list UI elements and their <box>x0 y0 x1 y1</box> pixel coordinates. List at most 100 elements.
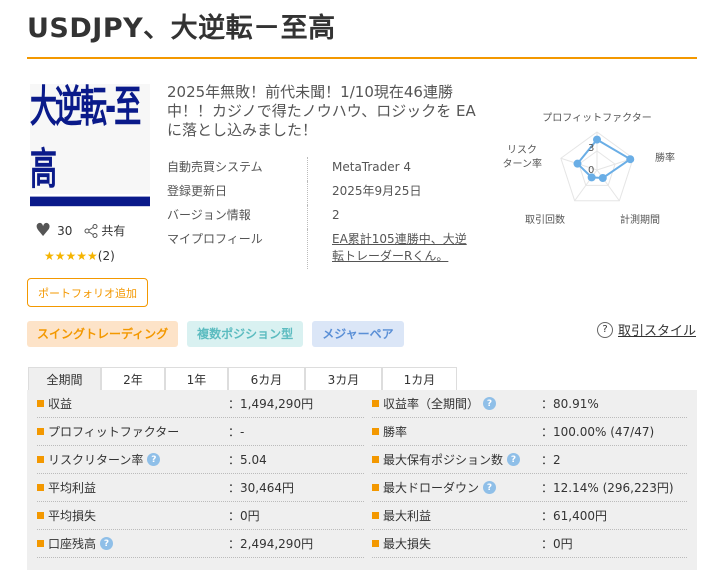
stat-row: リスクリターン率? ：5.04 <box>37 446 364 474</box>
radar-point <box>593 135 601 144</box>
radar-point <box>587 173 596 182</box>
stat-label: 最大保有ポジション数 <box>383 453 504 467</box>
radar-axis-label: 計測期間 <box>620 213 660 226</box>
stat-label: 最大損失 <box>383 537 432 551</box>
stat-row: 最大利益 ：61,400円 <box>372 502 687 530</box>
tag-list: スイングトレーディング 複数ポジション型 メジャーペア <box>27 321 404 347</box>
stat-value: ：2,494,290円 <box>228 537 314 551</box>
radar-point <box>598 173 607 182</box>
radar-grid <box>578 150 616 186</box>
profile-link[interactable]: EA累計105連勝中、大逆転トレーダーRくん。 <box>332 232 467 263</box>
help-icon[interactable]: ? <box>507 453 521 466</box>
tab-1m[interactable]: 1カ月 <box>382 367 457 391</box>
info-value: MetaTrader 4 <box>307 157 477 181</box>
heart-icon: ♥ <box>35 220 52 241</box>
stat-label: プロフィットファクター <box>48 425 180 439</box>
tag-major-pair[interactable]: メジャーペア <box>312 321 404 347</box>
stat-row: 最大損失 ：0円 <box>372 530 687 558</box>
stat-row: 平均損失 ：0円 <box>37 502 364 530</box>
tab-6m[interactable]: 6カ月 <box>228 367 305 391</box>
bullet-icon <box>37 400 44 407</box>
info-key: マイプロフィール <box>167 232 263 246</box>
bullet-icon <box>37 512 44 519</box>
stat-value: ：0円 <box>228 509 260 523</box>
stat-value: ：2 <box>541 453 561 467</box>
stat-value: ：1,494,290円 <box>228 397 314 411</box>
stat-row: 平均利益 ：30,464円 <box>37 474 364 502</box>
help-icon[interactable]: ? <box>483 397 497 410</box>
radar-point <box>573 159 582 168</box>
info-value: 2025年9月25日 <box>307 181 477 205</box>
stat-value: ：100.00% (47/47) <box>541 425 655 439</box>
trade-style-link[interactable]: ? 取引スタイル <box>597 320 696 339</box>
radar-series <box>576 138 633 180</box>
stat-label: 平均利益 <box>48 481 97 495</box>
stat-value: ：- <box>228 425 245 439</box>
stats-right: 収益率（全期間）? ：80.91% 勝率 ：100.00% (47/47) 最大保有ポジ… <box>372 390 687 558</box>
stat-label: 収益 <box>48 397 73 411</box>
stat-row: 収益 ：1,494,290円 <box>37 390 364 418</box>
social-bar: ♥ 30 共有 <box>35 220 125 241</box>
help-icon[interactable]: ? <box>483 481 497 494</box>
share-button[interactable]: 共有 <box>84 222 125 239</box>
stat-row: 勝率 ：100.00% (47/47) <box>372 418 687 446</box>
stat-row: 最大保有ポジション数? ：2 <box>372 446 687 474</box>
stat-label: 最大ドローダウン <box>383 481 480 495</box>
tag-swing[interactable]: スイングトレーディング <box>27 321 179 347</box>
like-button[interactable]: ♥ 30 <box>35 220 73 241</box>
bullet-icon <box>372 400 379 407</box>
stat-label: 口座残高 <box>48 537 97 551</box>
stat-row: 最大ドローダウン? ：12.14% (296,223円) <box>372 474 687 502</box>
info-key: 自動売買システム <box>167 160 263 174</box>
ea-description: 2025年無敗！前代未聞！1/10現在46連勝中！！カジノで得たノウハウ、ロジッ… <box>167 83 476 139</box>
bullet-icon <box>372 428 379 435</box>
radar-point <box>626 155 635 164</box>
stat-row: プロフィットファクター ：- <box>37 418 364 446</box>
share-icon <box>84 223 98 238</box>
info-table: 自動売買システム MetaTrader 4 登録更新日 2025年9月25日 バージ… <box>167 157 477 269</box>
info-key: 登録更新日 <box>167 184 228 198</box>
radar-grid <box>560 131 634 202</box>
tag-multi-position[interactable]: 複数ポジション型 <box>187 321 304 347</box>
stat-label: 勝率 <box>383 425 408 439</box>
stat-value: ：61,400円 <box>541 509 607 523</box>
info-value: 2 <box>307 205 477 229</box>
radar-axis-label: プロフィットファクター <box>542 112 651 124</box>
ea-logo-image: 大逆転-至高 <box>30 83 150 207</box>
question-icon: ? <box>597 321 613 338</box>
bullet-icon <box>372 456 379 463</box>
add-portfolio-button[interactable]: ポートフォリオ追加 <box>27 278 148 307</box>
stat-label: 収益率（全期間） <box>383 397 480 411</box>
tab-all[interactable]: 全期間 <box>28 367 101 391</box>
radar-axis-label: 勝率 <box>655 151 675 164</box>
bullet-icon <box>37 428 44 435</box>
radar-tick-label: 3 <box>588 143 594 154</box>
rating: ★★★★★(2) <box>44 249 115 263</box>
stat-row: 口座残高? ：2,494,290円 <box>37 530 364 558</box>
title-divider <box>27 57 697 59</box>
tab-1y[interactable]: 1年 <box>165 367 228 391</box>
stat-value: ：5.04 <box>228 453 267 467</box>
bullet-icon <box>372 512 379 519</box>
stats-left: 収益 ：1,494,290円プロフィットファクター ：- リスクリターン率? ：5.04… <box>37 390 364 558</box>
stats-panel: 収益 ：1,494,290円プロフィットファクター ：- リスクリターン率? ：5.04… <box>27 390 697 570</box>
help-icon[interactable]: ? <box>100 537 114 550</box>
stat-value: ：80.91% <box>541 397 599 411</box>
star-icons: ★★★★★ <box>44 249 98 263</box>
bullet-icon <box>372 484 379 491</box>
stat-row: 収益率（全期間）? ：80.91% <box>372 390 687 418</box>
bullet-icon <box>37 540 44 547</box>
stat-label: 平均損失 <box>48 509 97 523</box>
bullet-icon <box>37 484 44 491</box>
stat-value: ：0円 <box>541 537 573 551</box>
stat-label: 最大利益 <box>383 509 432 523</box>
help-icon[interactable]: ? <box>147 453 161 466</box>
radar-axis-label: リスクターン率 <box>503 144 543 170</box>
page-title: USDJPY、大逆転－至高 <box>27 13 336 44</box>
stat-value: ：30,464円 <box>228 481 294 495</box>
stat-label: リスクリターン率 <box>48 453 144 467</box>
info-key: バージョン情報 <box>167 208 251 222</box>
tab-3m[interactable]: 3カ月 <box>305 367 382 391</box>
tab-2y[interactable]: 2年 <box>101 367 165 391</box>
